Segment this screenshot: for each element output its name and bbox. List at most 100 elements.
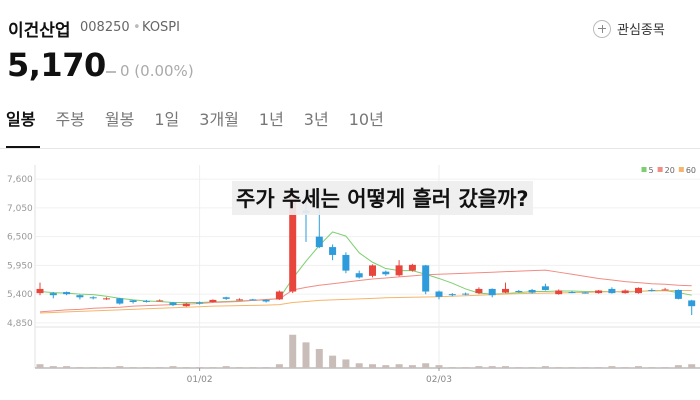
legend-swatch <box>641 167 647 172</box>
y-tick-label: 5,400 <box>7 290 33 300</box>
volume-bar <box>63 366 71 368</box>
candle-body <box>156 300 164 302</box>
volume-bar <box>369 364 376 368</box>
candle-body <box>648 289 656 291</box>
candle-body <box>568 292 576 294</box>
volume-bar <box>648 367 656 368</box>
volume-bar <box>488 366 496 368</box>
y-tick-label: 5,950 <box>7 261 33 271</box>
volume-bar <box>236 367 243 368</box>
volume-bar <box>103 367 110 368</box>
period-tab[interactable]: 3개월 <box>199 110 239 129</box>
volume-bar <box>661 367 669 368</box>
period-tab[interactable]: 1일 <box>154 110 180 129</box>
volume-bar <box>76 367 84 368</box>
candle-body <box>289 194 297 292</box>
moving-average <box>39 289 692 314</box>
y-tick-label: 7,600 <box>7 175 33 185</box>
candle-body <box>142 300 150 302</box>
volume-bar <box>448 367 456 368</box>
period-tab[interactable]: 일봉 <box>6 110 36 129</box>
candle-body <box>635 287 642 294</box>
volume-bar <box>568 367 576 368</box>
candle-body <box>315 236 323 248</box>
divider <box>0 148 700 149</box>
separator-dot: • <box>133 20 141 35</box>
candle-body <box>275 291 283 300</box>
flat-indicator <box>106 71 116 73</box>
volume-bar <box>635 366 642 368</box>
candle-body <box>342 254 350 271</box>
candle-body <box>395 265 403 276</box>
moving-average <box>39 269 692 313</box>
volume-bar <box>435 365 443 368</box>
volume-bar <box>342 359 350 368</box>
candle-body <box>76 295 84 298</box>
volume-bar <box>462 367 470 368</box>
candle-body <box>49 293 57 296</box>
period-tab[interactable]: 1년 <box>258 110 284 129</box>
volume-bar <box>395 364 403 368</box>
candle-body <box>129 300 137 302</box>
candle-body <box>329 247 337 255</box>
legend-swatch <box>678 167 684 172</box>
period-tabs: 일봉 주봉 월봉 1일 3개월 1년 3년 10년 <box>6 106 404 130</box>
candle-body <box>222 297 230 299</box>
price: 5,170 <box>7 46 106 84</box>
volume-bar <box>116 366 124 368</box>
period-tab[interactable]: 월봉 <box>104 110 135 129</box>
candle-body <box>488 288 496 296</box>
volume-bar <box>621 367 629 368</box>
candle-body <box>169 302 177 306</box>
candle-body <box>262 299 270 302</box>
legend-label: 5 <box>649 166 654 175</box>
period-tab[interactable]: 10년 <box>348 110 384 129</box>
volume-bar <box>182 367 190 368</box>
volume-bar <box>674 365 682 368</box>
watchlist-label: 관심종목 <box>617 23 665 38</box>
candle-body <box>555 290 563 295</box>
candle-body <box>674 289 682 299</box>
y-tick-label: 6,500 <box>7 233 33 243</box>
volume-bar <box>275 364 283 368</box>
volume-bar <box>595 367 603 368</box>
candle-body <box>435 291 443 297</box>
volume-bar <box>408 365 416 368</box>
candle-body <box>621 290 629 294</box>
volume-bar <box>688 364 696 368</box>
candle-body <box>608 288 616 294</box>
candle-body <box>355 273 363 278</box>
volume-bar <box>581 367 589 368</box>
stock-code: 008250 <box>80 20 130 35</box>
price-change: 0 (0.00%) <box>120 62 194 80</box>
candle-body <box>688 300 696 307</box>
candle-body <box>36 288 44 294</box>
y-tick-label: 7,050 <box>7 204 33 214</box>
volume-bar <box>315 349 323 368</box>
candle-body <box>515 291 523 293</box>
candle-body <box>249 299 257 301</box>
candle-body <box>595 290 603 294</box>
candle-body <box>541 286 549 290</box>
volume-bar <box>422 363 430 368</box>
legend-swatch <box>657 167 663 172</box>
candle-body <box>182 303 190 307</box>
volume-bar <box>169 366 177 368</box>
candle-body <box>209 299 217 302</box>
candle-body <box>382 271 390 275</box>
volume-bar <box>502 366 509 368</box>
volume-bar <box>209 367 217 368</box>
volume-bar <box>49 366 57 368</box>
volume-bar <box>142 367 150 368</box>
legend-label: 60 <box>686 166 696 175</box>
period-tab[interactable]: 3년 <box>303 110 329 129</box>
volume-bar <box>249 367 257 368</box>
candle-body <box>236 299 243 301</box>
period-tab[interactable]: 주봉 <box>55 110 85 129</box>
candle-body <box>528 289 536 293</box>
watchlist-button[interactable]: 관심종목 <box>593 19 665 38</box>
volume-bar <box>196 367 204 368</box>
x-tick-label: 01/02 <box>187 375 213 385</box>
